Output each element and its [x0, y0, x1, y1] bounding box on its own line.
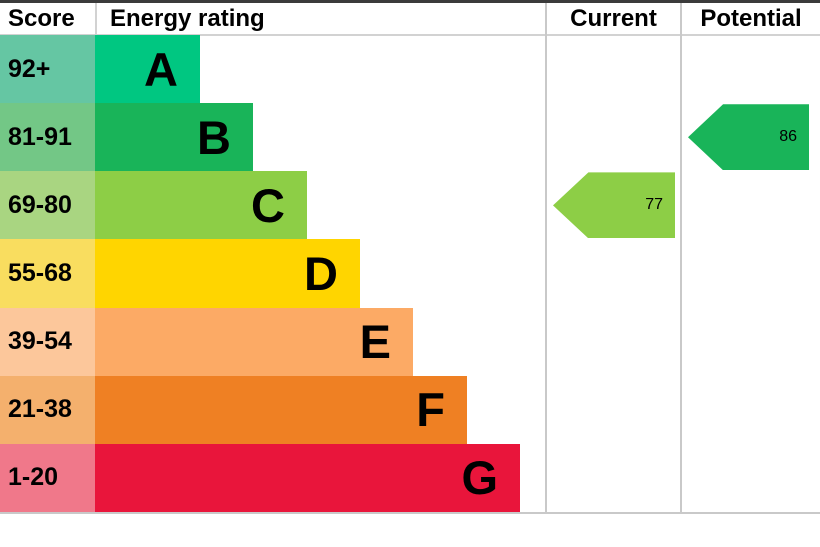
- potential-column-header: Potential: [700, 4, 802, 32]
- band-row-g: 1-20 G: [0, 443, 545, 512]
- band-bar: F: [95, 375, 467, 444]
- band-score-range: 69-80: [0, 171, 95, 240]
- band-row-c: 69-80 C: [0, 171, 545, 240]
- band-score-range: 92+: [0, 35, 95, 104]
- band-letter: A: [144, 42, 178, 96]
- band-score-range: 39-54: [0, 307, 95, 376]
- band-bar: G: [95, 443, 520, 512]
- potential-rating-value: 86: [779, 128, 797, 146]
- band-letter: F: [416, 383, 445, 437]
- band-letter: B: [197, 110, 231, 164]
- band-score-range: 21-38: [0, 375, 95, 444]
- band-row-f: 21-38 F: [0, 375, 545, 444]
- current-rating-arrow: 77: [553, 172, 675, 239]
- band-letter: D: [304, 246, 338, 300]
- band-letter: C: [251, 178, 285, 232]
- score-column-header: Score: [8, 4, 75, 32]
- band-bar: D: [95, 239, 360, 308]
- score-rating-header-divider: [95, 3, 97, 34]
- band-score-range: 1-20: [0, 443, 95, 512]
- band-bar: E: [95, 307, 413, 376]
- band-row-e: 39-54 E: [0, 307, 545, 376]
- band-row-a: 92+ A: [0, 35, 545, 104]
- current-column-header: Current: [570, 4, 657, 32]
- current-rating-value: 77: [645, 196, 663, 214]
- header-underline: [0, 34, 820, 36]
- chart-top-border: [0, 0, 820, 3]
- band-bar: B: [95, 103, 253, 172]
- chart-bottom-border: [0, 512, 820, 514]
- band-score-range: 81-91: [0, 103, 95, 172]
- band-row-d: 55-68 D: [0, 239, 545, 308]
- band-row-b: 81-91 B: [0, 103, 545, 172]
- band-letter: G: [461, 451, 498, 505]
- current-column-divider: [545, 3, 547, 514]
- band-bar: C: [95, 171, 307, 240]
- band-score-range: 55-68: [0, 239, 95, 308]
- potential-column-divider: [680, 3, 682, 514]
- band-letter: E: [359, 315, 391, 369]
- band-bar: A: [95, 35, 200, 104]
- potential-rating-arrow: 86: [688, 104, 809, 171]
- energy-rating-column-header: Energy rating: [110, 4, 265, 32]
